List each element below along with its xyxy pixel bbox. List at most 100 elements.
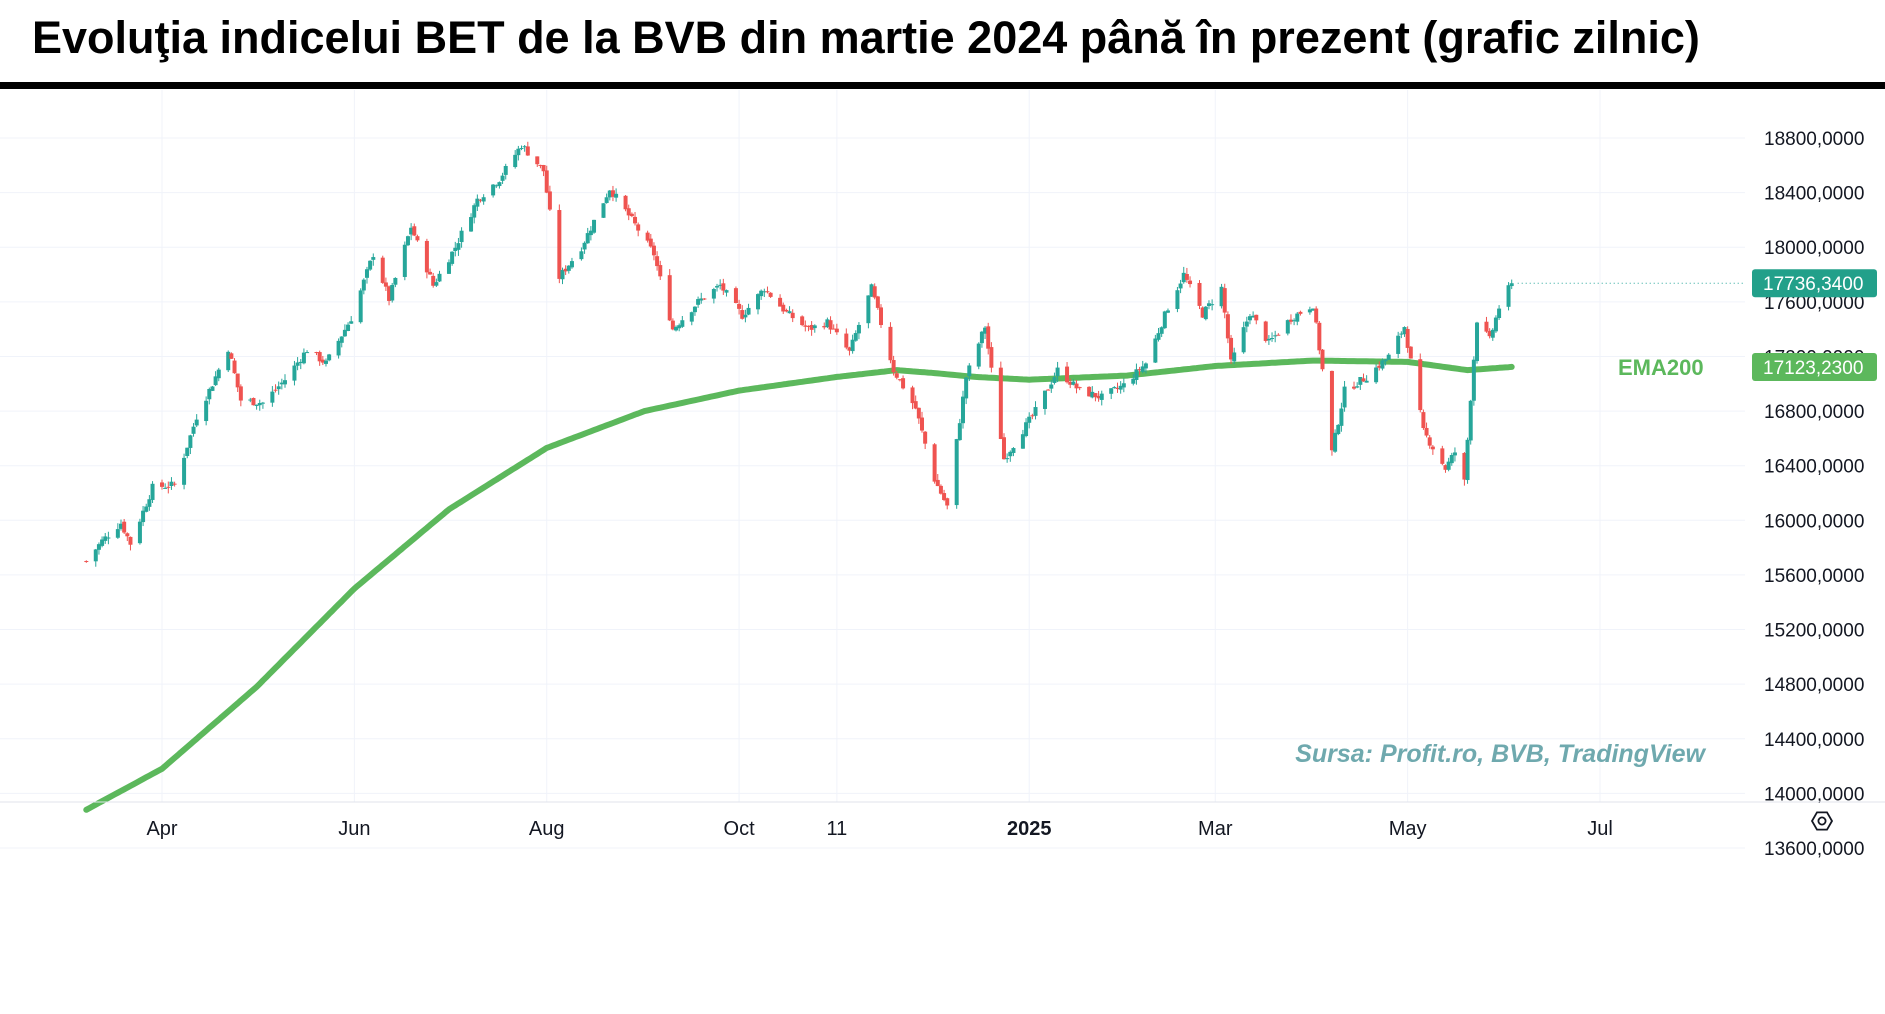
candle: [1374, 364, 1379, 384]
x-tick-label: Apr: [146, 818, 177, 840]
candle: [1506, 282, 1511, 311]
candle: [967, 363, 972, 382]
candle: [1465, 437, 1470, 484]
candle: [942, 489, 947, 502]
candle: [1096, 390, 1101, 402]
candle: [1077, 386, 1082, 391]
candle: [670, 318, 675, 331]
candle: [103, 532, 108, 544]
candle: [459, 227, 464, 248]
candle: [1074, 379, 1079, 394]
candle: [1093, 393, 1098, 402]
ema200-series: [83, 357, 1515, 813]
candle: [188, 434, 193, 455]
svg-text:17123,2300: 17123,2300: [1763, 358, 1863, 379]
price-axis[interactable]: 18800,0000 18400,0000 18000,0000 17600,0000…: [1764, 129, 1864, 860]
candle: [235, 373, 240, 393]
candle: [1065, 362, 1070, 384]
candle: [651, 242, 656, 261]
candle: [342, 324, 347, 337]
candle: [844, 328, 849, 350]
candle: [494, 184, 499, 189]
candle: [1471, 356, 1476, 406]
candle: [1418, 353, 1423, 413]
candle: [141, 506, 146, 527]
y-tick-label: 16800,0000: [1764, 402, 1864, 423]
candle: [897, 379, 902, 382]
candle: [298, 359, 303, 370]
candle: [743, 309, 748, 323]
candle: [100, 536, 105, 548]
candle: [592, 219, 597, 234]
candle: [1446, 457, 1451, 472]
candle: [1383, 359, 1388, 366]
candle: [1251, 311, 1256, 318]
y-tick-label: 15200,0000: [1764, 621, 1864, 642]
candle: [1358, 376, 1363, 390]
candle: [295, 357, 300, 371]
candle: [633, 212, 638, 226]
candle: [923, 431, 928, 450]
candle: [560, 267, 565, 285]
ema200-badge: 17123,2300: [1752, 352, 1877, 381]
source-note: Sursa: Profit.ro, BVB, TradingView: [1295, 740, 1706, 768]
candle: [1068, 378, 1073, 389]
candle: [1225, 311, 1230, 344]
candle: [273, 384, 278, 393]
candle: [1440, 445, 1445, 466]
candle: [746, 303, 751, 316]
candle: [270, 386, 275, 407]
candle: [1165, 308, 1170, 314]
candle: [1298, 310, 1303, 316]
candle: [1317, 320, 1322, 355]
candle: [282, 374, 287, 388]
candle: [998, 361, 1003, 440]
y-tick-label: 18800,0000: [1764, 129, 1864, 150]
candle: [516, 145, 521, 161]
candle: [412, 223, 417, 237]
candle: [910, 385, 915, 410]
candle: [1071, 379, 1076, 386]
candle: [434, 278, 439, 288]
candle: [1352, 381, 1357, 390]
candle: [535, 156, 540, 167]
candle: [1361, 373, 1366, 382]
candle: [812, 324, 817, 333]
candle: [1042, 390, 1047, 415]
candle: [1355, 382, 1360, 389]
candle: [1178, 279, 1183, 294]
candle: [847, 346, 852, 356]
candle: [1497, 305, 1502, 321]
candle: [1232, 347, 1237, 364]
time-axis[interactable]: Apr Jun Aug Oct 11 2025 Mar May Jul: [146, 818, 1612, 840]
y-tick-label: 14000,0000: [1764, 784, 1864, 805]
candle: [1314, 306, 1319, 324]
candle: [563, 265, 568, 276]
candle: [740, 305, 745, 320]
candle: [144, 503, 149, 513]
bet-index-chart[interactable]: EMA200 18800,0000 18400,0000 18000,0000 176…: [0, 90, 1885, 1014]
candle: [932, 443, 937, 484]
candle: [368, 260, 373, 271]
candle: [1430, 444, 1435, 455]
candle: [96, 542, 101, 555]
candle: [216, 367, 221, 382]
candle: [1008, 450, 1013, 462]
candle: [254, 404, 259, 410]
candle: [711, 287, 716, 304]
candle: [119, 519, 124, 531]
candle: [1475, 321, 1480, 364]
candle: [1342, 380, 1347, 412]
settings-gear-icon[interactable]: [1810, 811, 1834, 831]
candle: [715, 283, 720, 292]
candle: [238, 384, 243, 407]
candle: [790, 309, 795, 323]
candle: [667, 269, 672, 322]
candle: [588, 226, 593, 241]
candle: [976, 342, 981, 370]
candle: [390, 282, 395, 303]
candle: [702, 298, 707, 300]
candle: [349, 316, 354, 324]
candle: [1270, 332, 1275, 342]
candle: [1033, 401, 1038, 420]
